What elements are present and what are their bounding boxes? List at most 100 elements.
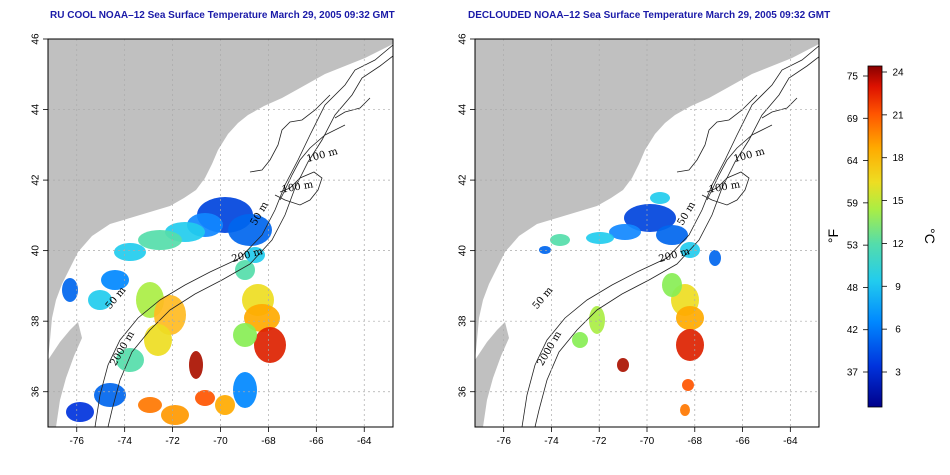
lat-tick-label: 42: [458, 174, 469, 186]
fahrenheit-unit-label: °F: [825, 229, 841, 243]
depth-contour: [249, 94, 331, 173]
fahrenheit-tick-label: 37: [847, 368, 859, 379]
temperature-colorbar: 75 24 69 21 64 18 59 15 53 12 48 9 42 6 37 3 °F °C: [825, 65, 938, 408]
lon-tick-label: -66: [309, 436, 324, 447]
graticule: [475, 39, 819, 427]
celsius-tick-label: 3: [895, 368, 901, 379]
lon-tick-label: -64: [783, 436, 798, 447]
sst-patch: [233, 323, 257, 347]
lat-tick-label: 36: [31, 386, 42, 398]
lon-tick-label: -74: [544, 436, 559, 447]
left-panel-title: RU COOL NOAA–12 Sea Surface Temperature …: [50, 10, 395, 21]
land-peninsula: [475, 322, 509, 427]
lat-tick-label: 38: [31, 315, 42, 327]
axis-ticks: -76 -74 -72 -70 -68 -66 -64 36 38 40 42 44 46: [31, 33, 372, 447]
lat-tick-label: 44: [458, 104, 469, 116]
sst-patch: [161, 405, 189, 425]
celsius-unit-label: °C: [922, 228, 938, 244]
fahrenheit-tick-label: 53: [847, 241, 859, 252]
land-mass: [475, 39, 819, 360]
colorbar-ticks: 75 24 69 21 64 18 59 15 53 12 48 9 42 6 37 3: [847, 68, 904, 379]
sst-patch: [235, 260, 255, 280]
sst-patch: [228, 214, 272, 246]
fahrenheit-tick-label: 42: [847, 325, 859, 336]
sst-patch: [680, 404, 690, 416]
land-peninsula: [48, 322, 82, 427]
sst-patch: [244, 304, 280, 332]
celsius-tick-label: 15: [892, 196, 904, 207]
sst-patch: [101, 270, 129, 290]
lon-tick-label: -76: [496, 436, 511, 447]
depth-contour: [701, 171, 750, 206]
sst-patch: [709, 250, 721, 266]
lon-tick-label: -66: [735, 436, 750, 447]
sst-patch: [682, 379, 694, 391]
sst-patch: [116, 348, 144, 372]
sst-patch: [656, 225, 688, 245]
fahrenheit-tick-label: 59: [847, 198, 859, 209]
sst-patch: [233, 372, 257, 408]
colorbar-gradient: [867, 65, 883, 408]
sst-patch: [189, 351, 203, 379]
sst-patch: [539, 246, 551, 254]
celsius-tick-label: 18: [892, 153, 904, 164]
fahrenheit-tick-label: 48: [847, 283, 859, 294]
sst-patch: [609, 224, 641, 240]
depth-contour: [94, 44, 393, 427]
lon-tick-label: -72: [592, 436, 607, 447]
sst-patch: [215, 395, 235, 415]
lat-tick-label: 46: [31, 33, 42, 45]
right-map-panel: -76 -74 -72 -70 -68 -66 -64 36 38 40 42 44 46 100 m1…: [458, 33, 820, 447]
depth-contour: [334, 97, 371, 119]
sst-patch: [572, 332, 588, 348]
sst-patch: [589, 306, 605, 334]
celsius-tick-label: 12: [892, 239, 904, 250]
fahrenheit-tick-label: 64: [847, 156, 859, 167]
celsius-tick-label: 21: [892, 110, 904, 121]
lat-tick-label: 36: [458, 386, 469, 398]
bathymetry-contours: [521, 45, 819, 427]
lat-tick-label: 44: [31, 104, 42, 116]
lat-tick-label: 40: [458, 245, 469, 257]
sst-patch: [586, 232, 614, 244]
fahrenheit-tick-label: 75: [847, 72, 859, 83]
right-panel-title: DECLOUDED NOAA–12 Sea Surface Temperatur…: [468, 10, 831, 21]
sst-patch: [144, 324, 172, 356]
fahrenheit-tick-label: 69: [847, 114, 859, 125]
land-mass: [48, 39, 393, 360]
sst-patch: [254, 327, 286, 363]
depth-contour: [521, 45, 819, 427]
lon-tick-label: -68: [261, 436, 276, 447]
depth-contour: [274, 171, 323, 206]
axis-ticks: -76 -74 -72 -70 -68 -66 -64 36 38 40 42 44 46: [458, 33, 798, 447]
lon-tick-label: -68: [688, 436, 703, 447]
sst-patch: [624, 204, 676, 232]
lon-tick-label: -64: [357, 436, 372, 447]
celsius-tick-label: 6: [895, 325, 901, 336]
lat-tick-label: 38: [458, 315, 469, 327]
lat-tick-label: 40: [31, 245, 42, 257]
sst-patch: [650, 192, 670, 204]
sst-patch: [138, 230, 182, 250]
lat-tick-label: 46: [458, 33, 469, 45]
lon-tick-label: -76: [70, 436, 85, 447]
sst-data-layer: [539, 192, 721, 416]
sst-patch: [138, 397, 162, 413]
lon-tick-label: -70: [640, 436, 655, 447]
sst-patch: [62, 278, 78, 302]
lon-tick-label: -74: [117, 436, 132, 447]
sst-patch: [662, 273, 682, 297]
sst-patch: [676, 329, 704, 361]
sst-patch: [88, 290, 112, 310]
lat-tick-label: 42: [31, 174, 42, 186]
sst-patch: [245, 247, 265, 263]
lon-tick-label: -70: [213, 436, 228, 447]
depth-contour: [761, 97, 798, 119]
sst-patch: [66, 402, 94, 422]
lon-tick-label: -72: [165, 436, 180, 447]
depth-contour: [676, 94, 758, 173]
celsius-tick-label: 9: [895, 282, 901, 293]
sst-patch: [617, 358, 629, 372]
